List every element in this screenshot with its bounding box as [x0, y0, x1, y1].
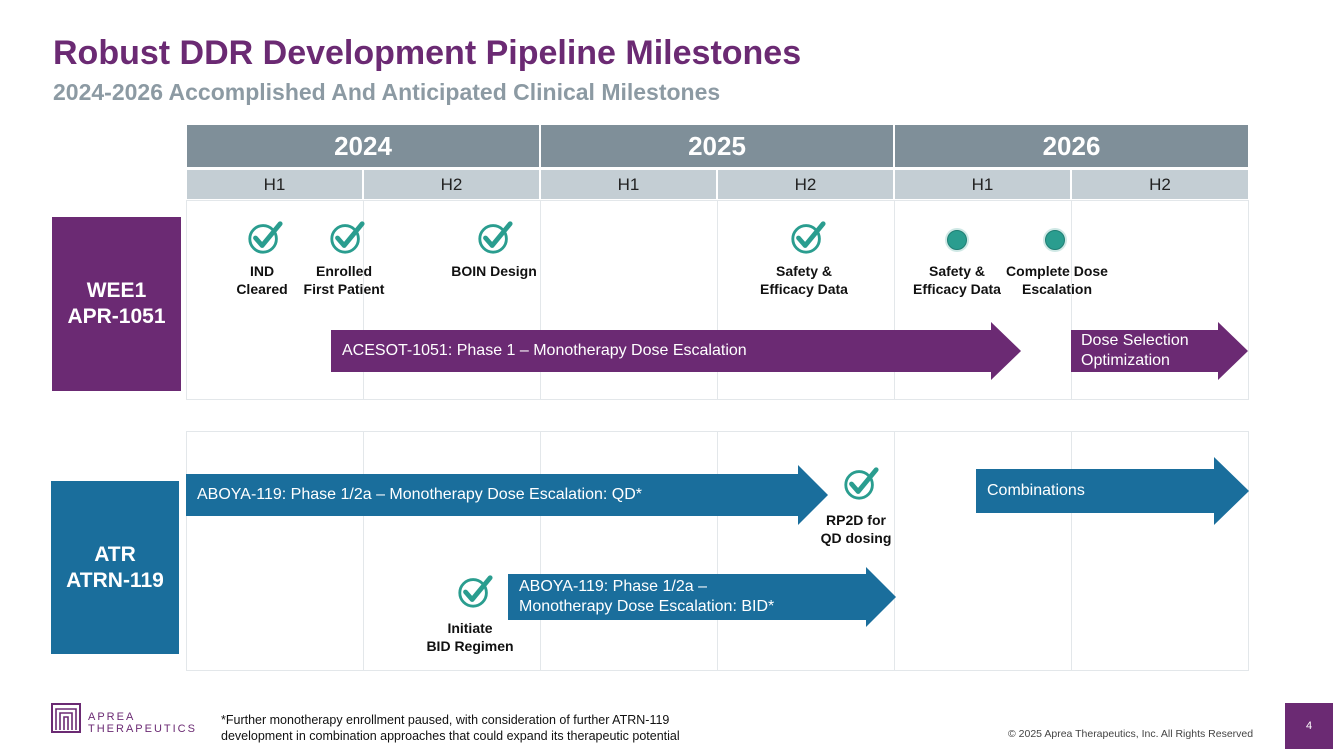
year-header-2025: 2025 — [541, 125, 893, 167]
arrow-label: ABOYA-119: Phase 1/2a – — [519, 578, 707, 595]
grid-divider — [363, 431, 364, 671]
check-circle-icon — [328, 218, 366, 256]
page-title: Robust DDR Development Pipeline Mileston… — [53, 34, 802, 72]
check-circle-icon — [789, 218, 827, 256]
arrow-body: ABOYA-119: Phase 1/2a – Monotherapy Dose… — [186, 474, 798, 516]
half-header-2024-h1: H1 — [187, 170, 362, 199]
check-circle-icon — [246, 218, 284, 256]
dot-icon — [1045, 230, 1065, 250]
acesot-1051-phase1-arrow: ACESOT-1051: Phase 1 – Monotherapy Dose … — [331, 322, 1021, 380]
logo-line: APREA — [88, 711, 136, 723]
milestone-label: First Patient — [303, 281, 385, 297]
milestone-initiate-bid: Initiate BID Regimen — [420, 619, 520, 655]
arrow-head — [1214, 457, 1249, 525]
milestone-label: BID Regimen — [426, 638, 514, 654]
arrow-body: ABOYA-119: Phase 1/2a – Monotherapy Dose… — [508, 574, 866, 620]
milestone-label: IND — [249, 263, 275, 279]
aprea-logo-icon — [51, 703, 81, 733]
grid-divider — [540, 431, 541, 671]
arrow-label: Monotherapy Dose Escalation: BID* — [519, 598, 775, 615]
footnote-line: development in combination approaches th… — [221, 729, 680, 743]
milestone-label: Safety & — [928, 263, 986, 279]
arrow-label: Dose Selection — [1081, 332, 1189, 349]
milestone-boin-design: BOIN Design — [444, 262, 544, 280]
milestone-label: Efficacy Data — [913, 281, 1001, 297]
grid-divider — [540, 200, 541, 400]
half-header-2025-h2: H2 — [718, 170, 893, 199]
check-circle-icon — [842, 464, 880, 502]
milestone-label: Cleared — [236, 281, 288, 297]
wee1-row-label: WEE1 APR-1051 — [52, 217, 181, 391]
footnote: *Further monotherapy enrollment paused, … — [221, 712, 680, 744]
arrow-head — [798, 465, 828, 525]
atr-compound: ATRN-119 — [66, 568, 164, 592]
footnote-line: *Further monotherapy enrollment paused, … — [221, 713, 670, 727]
check-circle-icon — [476, 218, 514, 256]
aboya-119-qd-arrow: ABOYA-119: Phase 1/2a – Monotherapy Dose… — [186, 465, 828, 525]
copyright: © 2025 Aprea Therapeutics, Inc. All Righ… — [1008, 728, 1254, 740]
aboya-119-bid-arrow: ABOYA-119: Phase 1/2a – Monotherapy Dose… — [508, 567, 896, 627]
milestone-label: BOIN Design — [451, 263, 537, 279]
milestone-label: QD dosing — [820, 530, 892, 546]
page-number: 4 — [1285, 703, 1333, 749]
milestone-safety-efficacy-2026: Safety & Efficacy Data — [907, 262, 1007, 298]
milestone-label: Safety & — [775, 263, 833, 279]
half-header-2025-h1: H1 — [541, 170, 716, 199]
aprea-logo-text: APREA THERAPEUTICS — [88, 711, 197, 735]
half-header-2026-h2: H2 — [1072, 170, 1248, 199]
arrow-body: Combinations — [976, 469, 1214, 513]
arrow-body: Dose Selection Optimization — [1071, 330, 1218, 372]
combinations-arrow: Combinations — [976, 457, 1249, 525]
milestone-label: RP2D for — [826, 512, 886, 528]
milestone-enrolled-first-patient: Enrolled First Patient — [296, 262, 392, 298]
grid-divider — [894, 431, 895, 671]
milestone-label: Initiate — [447, 620, 493, 636]
dose-selection-optimization-arrow: Dose Selection Optimization — [1071, 322, 1248, 380]
grid-divider — [717, 200, 718, 400]
dot-icon — [947, 230, 967, 250]
atr-row-label: ATR ATRN-119 — [51, 481, 179, 654]
year-header-2024: 2024 — [187, 125, 539, 167]
milestone-complete-dose-escalation: Complete Dose Escalation — [1002, 262, 1112, 298]
arrow-head — [866, 567, 896, 627]
half-header-2026-h1: H1 — [895, 170, 1070, 199]
arrow-body: ACESOT-1051: Phase 1 – Monotherapy Dose … — [331, 330, 991, 372]
page-subtitle: 2024-2026 Accomplished And Anticipated C… — [53, 79, 721, 105]
atr-target: ATR — [94, 542, 136, 566]
milestone-label: Complete Dose — [1006, 263, 1108, 279]
logo-line: THERAPEUTICS — [88, 723, 197, 735]
arrow-head — [991, 322, 1021, 380]
half-header-2024-h2: H2 — [364, 170, 539, 199]
arrow-label: Optimization — [1081, 352, 1170, 369]
year-header-2026: 2026 — [895, 125, 1248, 167]
wee1-target: WEE1 — [86, 279, 147, 302]
grid-divider — [894, 200, 895, 400]
grid-divider — [717, 431, 718, 671]
grid-divider — [1071, 200, 1072, 400]
arrow-head — [1218, 322, 1248, 380]
milestone-label: Enrolled — [315, 263, 372, 279]
milestone-label: Escalation — [1021, 281, 1093, 297]
milestone-ind-cleared: IND Cleared — [232, 262, 292, 298]
milestone-label: Efficacy Data — [760, 281, 848, 297]
grid-divider — [1071, 431, 1072, 671]
milestone-rp2d-qd: RP2D for QD dosing — [806, 511, 906, 547]
milestone-safety-efficacy-2025: Safety & Efficacy Data — [754, 262, 854, 298]
check-circle-icon — [456, 572, 494, 610]
wee1-compound: APR-1051 — [67, 305, 166, 328]
grid-divider — [363, 200, 364, 400]
